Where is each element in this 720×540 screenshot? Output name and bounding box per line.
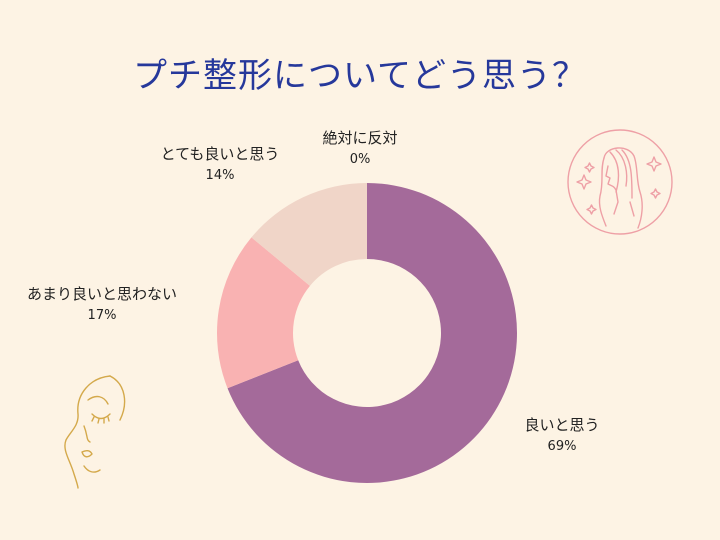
donut-slice-very-good [251,183,367,286]
donut-slice-not-so-good [217,237,310,389]
slice-category-strongly-against: 絶対に反対 [322,129,398,147]
slice-label-not-so-good: あまり良いと思わない 17% [2,283,202,327]
slice-percent-not-so-good: 17% [87,308,117,323]
face-line-art-icon [64,375,126,489]
chart-title: プチ整形についてどう思う？ [133,56,587,96]
slice-label-very-good: とても良いと思う 14% [140,143,300,187]
slice-category-good: 良いと思う [524,416,600,434]
slice-label-strongly-against: 絶対に反対 0% [300,127,420,171]
slice-category-not-so-good: あまり良いと思わない [26,285,177,303]
slice-label-good: 良いと思う 69% [497,414,627,458]
slice-percent-good: 69% [547,439,577,454]
woman-portrait-icon [567,129,673,235]
slice-category-very-good: とても良いと思う [160,145,280,163]
slice-percent-very-good: 14% [205,168,235,183]
slice-percent-strongly-against: 0% [349,152,371,167]
donut-slice-good [227,183,518,484]
